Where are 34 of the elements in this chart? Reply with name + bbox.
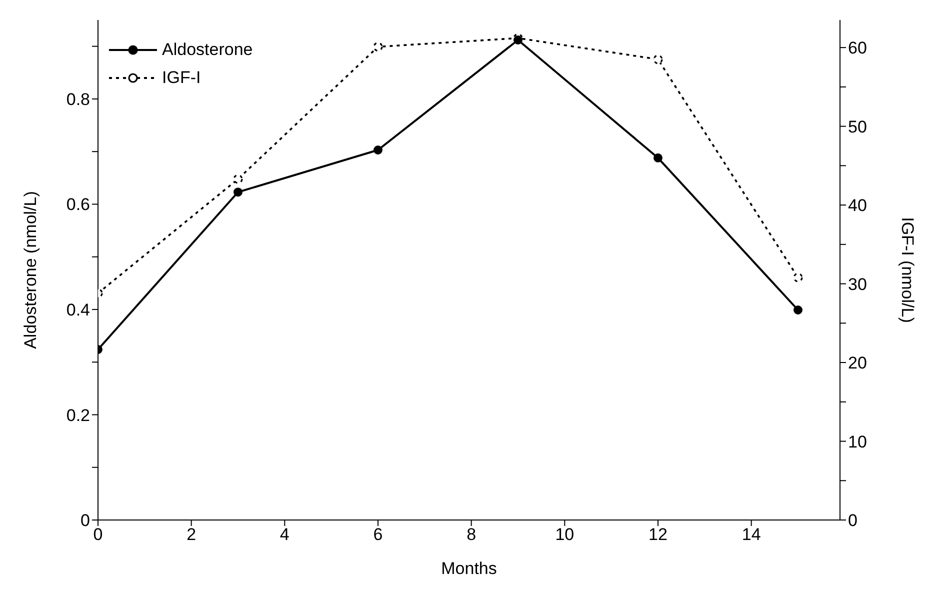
point <box>233 174 243 184</box>
x-tick-label: 14 <box>742 525 761 544</box>
x-tick-label: 10 <box>555 525 574 544</box>
y2-axis-title: IGF-I (nmol/L) <box>898 217 917 323</box>
y2-tick-label: 30 <box>848 274 867 294</box>
point <box>653 54 663 64</box>
y2-tick-label: 0 <box>848 511 858 530</box>
legend-label: Aldosterone <box>162 40 253 60</box>
point <box>373 42 383 52</box>
point <box>794 306 802 314</box>
point <box>514 36 522 44</box>
point <box>374 146 382 154</box>
y-tick-label: 0.8 <box>66 90 90 109</box>
x-tick-label: 4 <box>280 525 290 544</box>
x-tick-label: 6 <box>373 525 383 544</box>
y2-tick-label: 50 <box>848 117 867 136</box>
y-tick-label: 0 <box>80 511 90 530</box>
point <box>234 188 242 197</box>
y2-tick-label: 10 <box>848 432 867 452</box>
y-tick-label: 0.2 <box>66 406 90 425</box>
y2-tick-label: 20 <box>848 354 867 373</box>
x-tick-label: 8 <box>466 525 476 544</box>
y2-tick-label: 60 <box>848 38 867 58</box>
y2-tick-label: 40 <box>848 196 867 216</box>
y-tick-label: 0.6 <box>66 195 90 214</box>
legend-label: IGF-I <box>162 68 201 88</box>
point <box>793 272 803 282</box>
x-tick-label: 2 <box>186 525 196 544</box>
x-tick-label: 12 <box>648 525 668 544</box>
x-tick-label: 0 <box>93 525 103 544</box>
y-tick-label: 0.4 <box>66 300 90 320</box>
point <box>654 153 662 162</box>
y-axis-title: Aldosterone (nmol/L) <box>21 191 40 349</box>
x-axis-title: Months <box>441 559 497 578</box>
